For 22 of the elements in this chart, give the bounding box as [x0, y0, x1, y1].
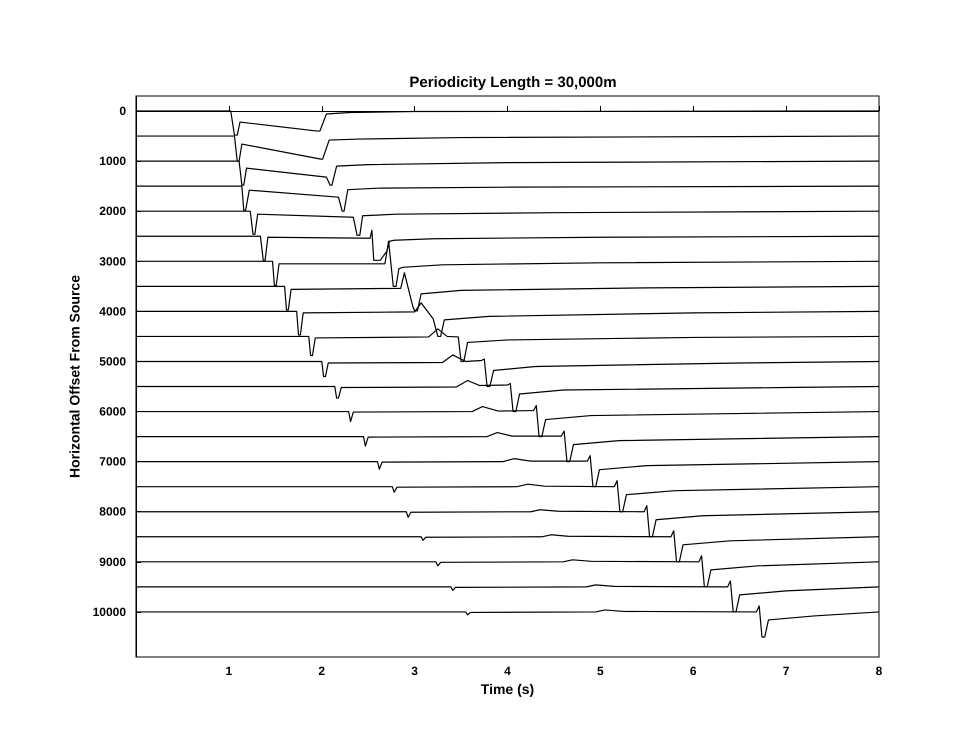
- chart-title: Periodicity Length = 30,000m: [409, 74, 617, 91]
- y-tick-label: 8000: [99, 504, 126, 519]
- y-tick-label: 5000: [99, 354, 126, 368]
- y-tick-label: 10000: [92, 604, 126, 619]
- y-tick-label: 9000: [99, 554, 126, 569]
- y-tick-label: 0: [119, 104, 126, 118]
- y-tick-label: 1000: [99, 154, 126, 168]
- y-tick-label: 3000: [99, 254, 126, 268]
- x-tick-label: 4: [504, 664, 512, 678]
- y-tick-label: 2000: [99, 204, 126, 218]
- y-tick-label: 6000: [99, 404, 126, 419]
- x-tick-label: 8: [876, 664, 883, 678]
- x-tick-label: 1: [226, 664, 233, 678]
- x-tick-label: 3: [411, 664, 418, 678]
- x-tick-label: 7: [782, 664, 790, 678]
- x-tick-label: 6: [690, 664, 697, 678]
- x-tick-label: 2: [318, 664, 326, 678]
- y-tick-label: 4000: [99, 304, 126, 318]
- x-axis-title: Time (s): [480, 680, 534, 697]
- x-tick-label: 5: [597, 664, 604, 678]
- y-tick-label: 7000: [99, 454, 126, 469]
- y-axis-title: Horizontal Offset From Source: [66, 274, 83, 478]
